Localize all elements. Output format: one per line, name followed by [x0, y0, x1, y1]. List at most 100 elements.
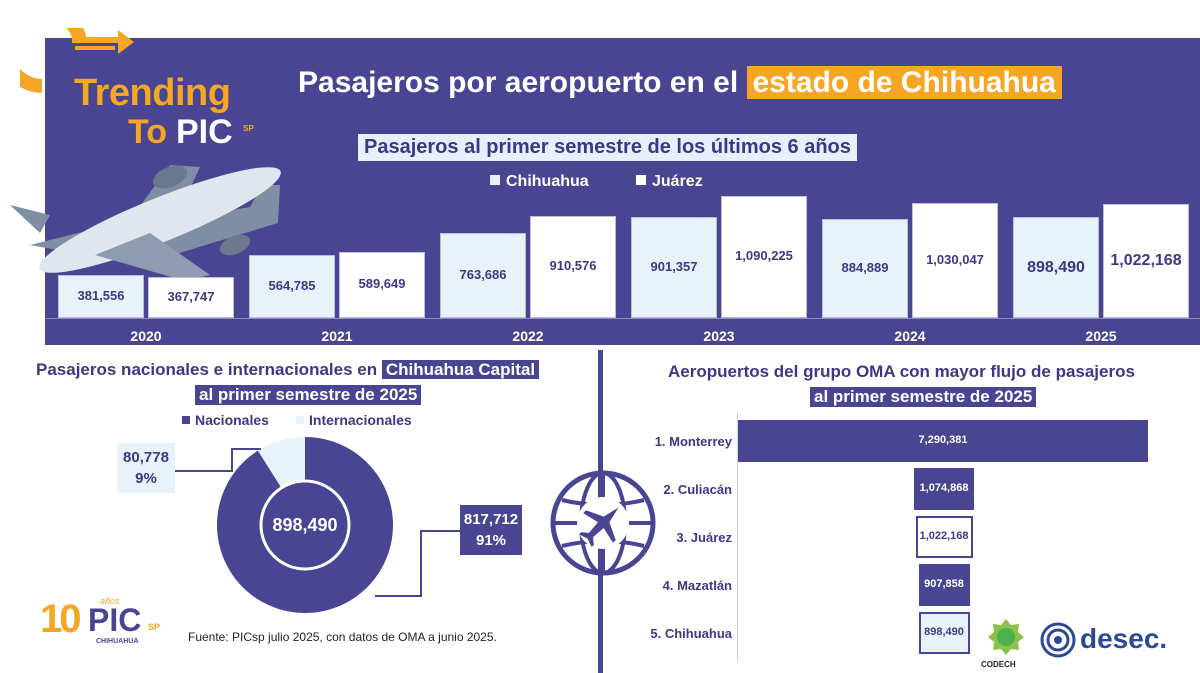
oma-category-label: 5. Chihuahua — [650, 626, 732, 641]
bar-value-label: 564,785 — [268, 277, 316, 293]
bar-juarez-2024 — [912, 203, 998, 318]
bar-value-label: 589,649 — [358, 276, 406, 291]
bar-value-label: 898,490 — [1027, 258, 1085, 276]
chart-title-yearly: Pasajeros al primer semestre de los últi… — [358, 134, 857, 161]
brand-sp: SP — [243, 124, 254, 133]
year-label-2021: 2021 — [321, 328, 353, 344]
oma-bar-3 — [915, 516, 973, 558]
oma-category-label: 3. Juárez — [676, 530, 732, 545]
codech-logo-text: CODECH — [981, 660, 1016, 669]
bar-chihuahua-2024 — [822, 219, 908, 318]
oma-bar-value: 1,022,168 — [919, 530, 969, 542]
bar-value-label: 1,022,168 — [1110, 252, 1182, 269]
legend-label-chihuahua: Chihuahua — [506, 173, 589, 190]
legend-swatch-juarez — [636, 175, 646, 185]
bar-juarez-2021 — [339, 252, 425, 318]
bar-chihuahua-2022 — [440, 233, 526, 318]
oma-bar-value: 7,290,381 — [918, 434, 968, 446]
callout-connector — [231, 448, 233, 472]
oma-bar-5 — [918, 612, 970, 654]
oma-title-line2: al primer semestre de 2025 — [810, 387, 1037, 407]
bar-juarez-2020 — [148, 277, 234, 318]
donut-title: Pasajeros nacionales e internacionales e… — [36, 360, 540, 380]
badge-city: CHIHUAHUA — [96, 638, 139, 645]
donut-center — [259, 479, 351, 571]
brand-trending: Trending — [74, 72, 231, 114]
oma-bar-value: 898,490 — [924, 626, 964, 638]
legend-label-nacionales: Nacionales — [195, 412, 269, 428]
callout-nat-value: 817,712 — [463, 511, 519, 528]
brand-pic: PIC — [176, 113, 233, 151]
year-label-2024: 2024 — [894, 328, 926, 344]
bar-value-label: 381,556 — [77, 287, 125, 303]
bar-value-label: 1,030,047 — [926, 251, 984, 267]
callout-connector — [420, 530, 460, 532]
donut-chart: 898,490 — [217, 437, 393, 613]
oma-bar-1 — [738, 420, 1148, 462]
bar-value-label: 367,747 — [167, 288, 215, 304]
legend-swatch-nacionales — [182, 416, 190, 424]
donut-title-plain: Pasajeros nacionales e internacionales e… — [36, 360, 378, 379]
legend-juarez: Juárez — [636, 173, 703, 191]
callout-internacionales: 80,778 9% — [117, 443, 175, 493]
legend-chihuahua: Chihuahua — [490, 173, 589, 191]
legend-swatch-chihuahua — [490, 175, 500, 185]
bar-chihuahua-2021 — [249, 255, 335, 318]
bar-value-label: 901,357 — [650, 258, 698, 274]
year-label-2020: 2020 — [130, 328, 162, 344]
trending-arrow-icon — [20, 28, 134, 93]
airplane-icon — [10, 165, 281, 281]
page-title: Pasajeros por aeropuerto en el estado de… — [298, 66, 1062, 100]
bar-value-label: 910,576 — [549, 258, 597, 273]
codech-logo-icon — [988, 619, 1024, 655]
badge-pic: PIC — [88, 602, 142, 638]
brand-to: To — [128, 113, 168, 151]
bar-value-label: 884,889 — [841, 259, 889, 275]
callout-int-percent: 9% — [135, 470, 157, 487]
badge-ten: 10 — [40, 597, 81, 641]
source-note: Fuente: PICsp julio 2025, con datos de O… — [188, 630, 497, 644]
legend-nacionales: Nacionales — [182, 412, 269, 428]
oma-category-label: 1. Monterrey — [654, 434, 732, 449]
desec-logo-text: desec. — [1080, 623, 1168, 654]
legend-label-internacionales: Internacionales — [309, 412, 412, 428]
bar-chihuahua-2025 — [1013, 217, 1099, 318]
badge-sp: SP — [148, 622, 161, 632]
donut-title-highlight: Chihuahua Capital — [381, 360, 540, 379]
callout-connector — [375, 595, 422, 597]
bar-juarez-2022 — [530, 216, 616, 318]
title-highlight: estado de Chihuahua — [746, 66, 1062, 99]
year-label-2022: 2022 — [512, 328, 544, 344]
oma-bar-4 — [918, 564, 970, 606]
donut-title-line2: al primer semestre de 2025 — [195, 385, 422, 405]
bar-value-label: 763,686 — [459, 266, 507, 282]
callout-nat-percent: 91% — [475, 532, 507, 549]
oma-category-label: 2. Culiacán — [663, 482, 732, 497]
oma-category-label: 4. Mazatlán — [662, 578, 732, 593]
oma-bar-value: 907,858 — [924, 578, 964, 590]
globe-plane-icon — [550, 470, 656, 576]
callout-connector — [420, 530, 422, 596]
callout-int-value: 80,778 — [123, 449, 169, 466]
bar-juarez-2023 — [721, 196, 807, 318]
bar-chihuahua-2023 — [631, 217, 717, 318]
badge-anos: años — [100, 596, 120, 606]
callout-connector — [231, 448, 261, 450]
oma-axis-line — [737, 412, 738, 662]
desec-logo-icon — [1040, 622, 1076, 658]
legend-internacionales: Internacionales — [296, 412, 412, 428]
year-label-2023: 2023 — [703, 328, 735, 344]
oma-bar-2 — [914, 468, 974, 510]
oma-title: Aeropuertos del grupo OMA con mayor fluj… — [668, 362, 1135, 381]
legend-label-juarez: Juárez — [652, 173, 703, 190]
bar-value-label: 1,090,225 — [735, 248, 793, 263]
x-axis-line — [45, 318, 1200, 319]
oma-bar-value: 1,074,868 — [919, 482, 969, 494]
bar-chihuahua-2020 — [58, 275, 144, 318]
callout-connector — [175, 470, 233, 472]
title-plain: Pasajeros por aeropuerto en el — [298, 66, 739, 99]
year-label-2025: 2025 — [1085, 328, 1117, 344]
legend-swatch-internacionales — [296, 416, 304, 424]
callout-nacionales: 817,712 91% — [460, 505, 522, 555]
bar-juarez-2025 — [1103, 204, 1189, 318]
